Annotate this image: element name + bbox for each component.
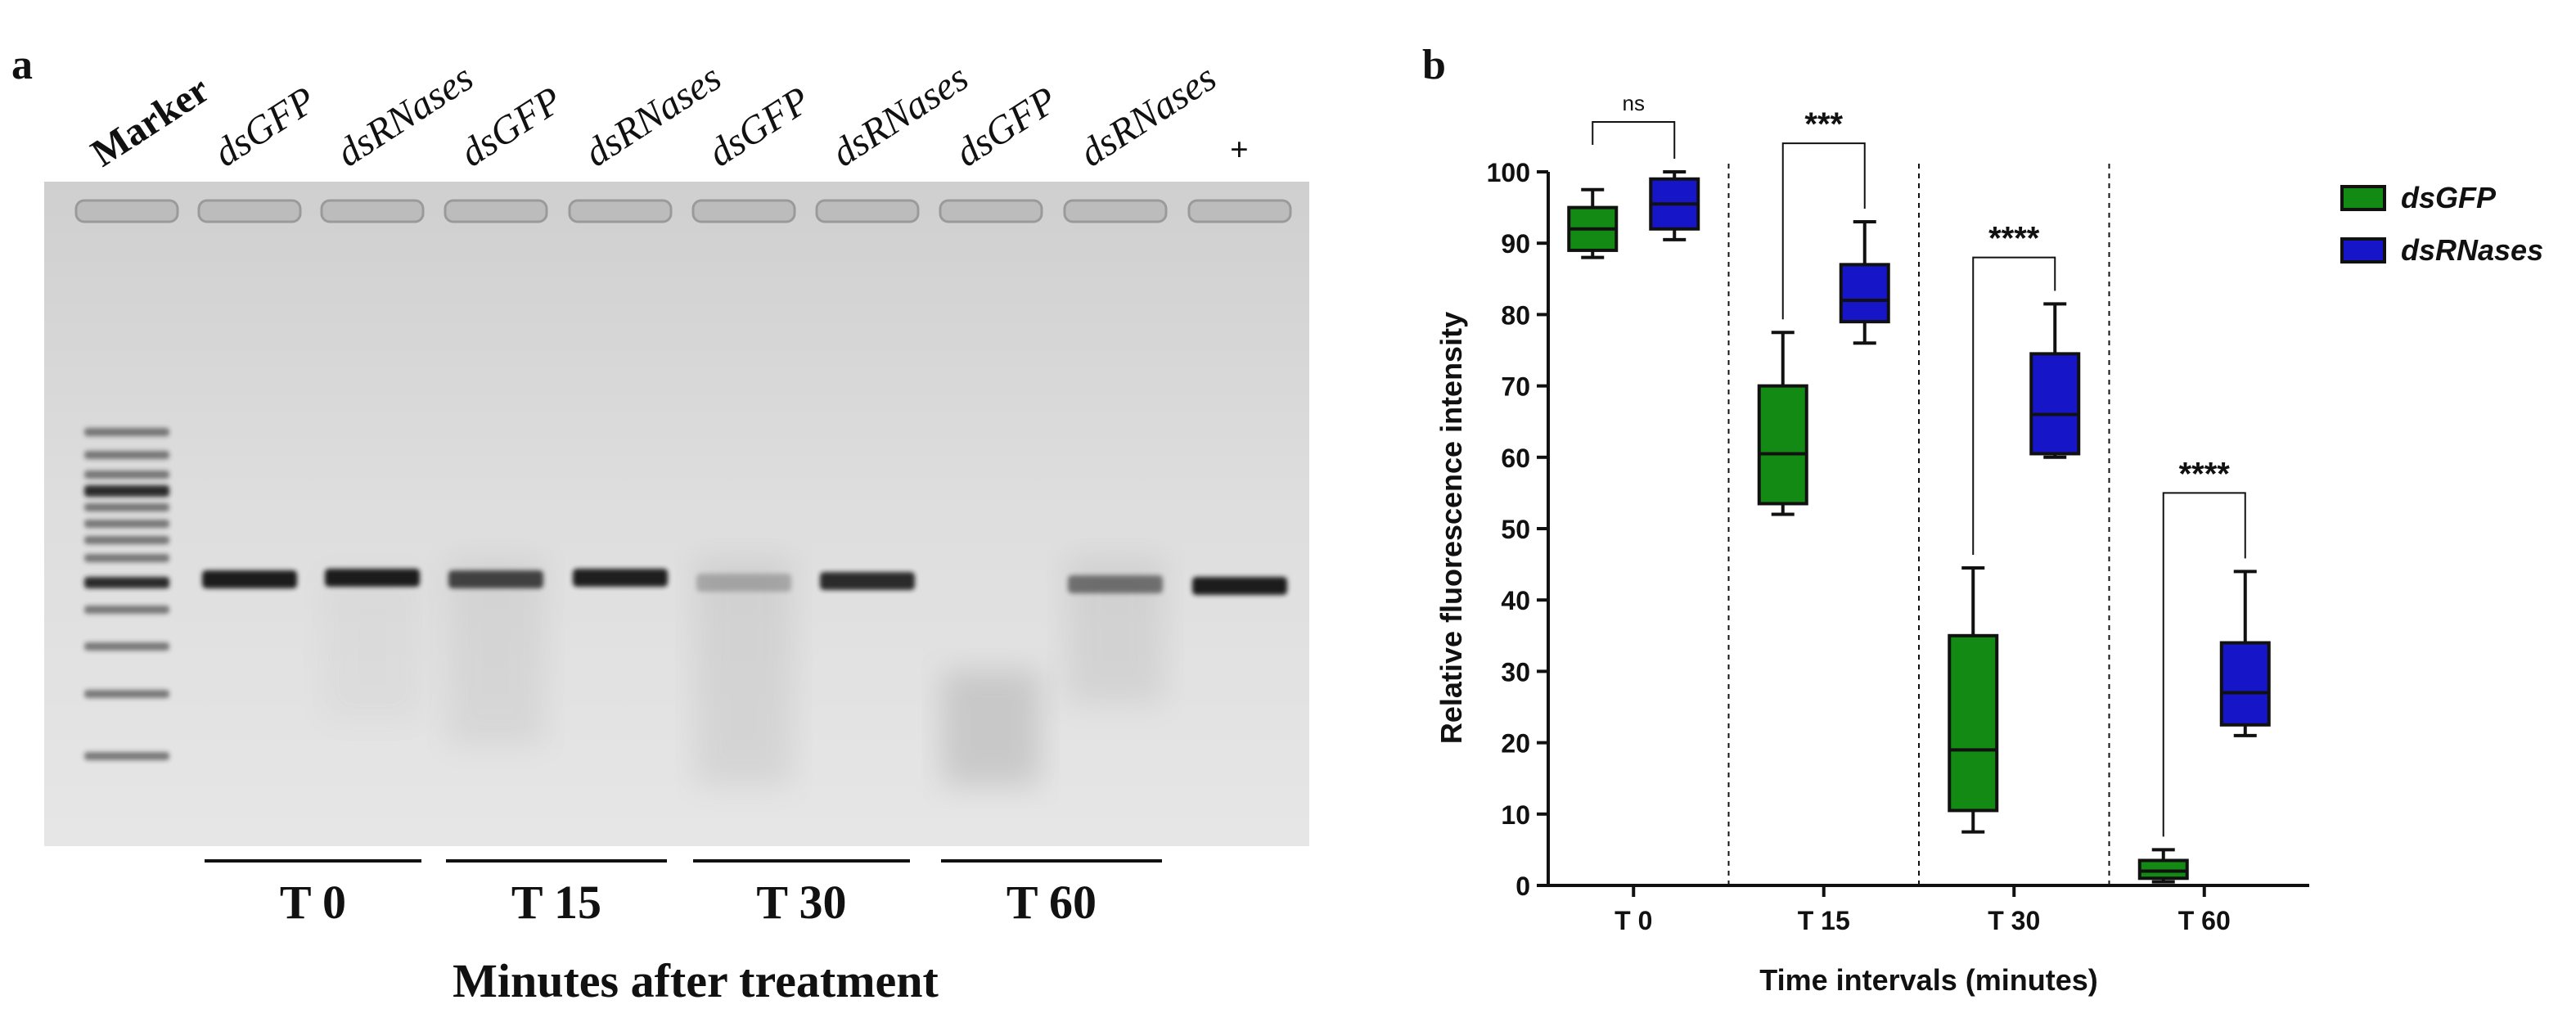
box-dsRNases-3 xyxy=(2219,570,2271,737)
x-axis-label: Time intervals (minutes) xyxy=(1759,963,2097,997)
gel-well xyxy=(939,199,1043,223)
y-tick-label: 10 xyxy=(1501,800,1530,830)
ladder-bands xyxy=(84,428,169,760)
y-tick-label: 0 xyxy=(1515,872,1530,901)
y-tick-label: 80 xyxy=(1501,300,1530,330)
ladder-band xyxy=(84,577,169,588)
sample-band xyxy=(573,569,668,587)
significance-bracket xyxy=(1972,256,2056,555)
box-dsRNases-0 xyxy=(1649,170,1700,241)
box-dsGFP-3 xyxy=(2137,848,2189,884)
time-group-label: T 15 xyxy=(511,876,601,929)
gel-well xyxy=(1187,199,1292,223)
y-tick-label: 50 xyxy=(1501,515,1530,544)
plot-axes xyxy=(1547,172,2309,887)
ladder-band xyxy=(84,554,169,562)
box-body xyxy=(1948,633,1999,813)
y-tick-label: 20 xyxy=(1501,729,1530,759)
y-tick-label: 60 xyxy=(1501,444,1530,473)
ladder-band xyxy=(84,485,169,497)
y-axis-label: Relative fluorescence intensity xyxy=(1434,312,1468,744)
y-tick-label: 100 xyxy=(1487,158,1530,187)
ladder-band xyxy=(84,520,169,528)
x-tick-label: T 60 xyxy=(2178,906,2231,935)
legend-swatch xyxy=(2340,237,2386,264)
sample-bands xyxy=(202,569,1287,595)
y-tick-label: 40 xyxy=(1501,586,1530,615)
x-axis-ticks: T 0 T 15 T 30 T 60 xyxy=(1615,885,2231,935)
x-tick-label: T 15 xyxy=(1798,906,1850,935)
gel-smear xyxy=(942,671,1040,786)
box-dsGFP-0 xyxy=(1567,187,1619,259)
gel-well xyxy=(74,199,179,223)
lane-label: + xyxy=(1230,131,1249,168)
gel-smear xyxy=(323,573,421,720)
significance-label: ns xyxy=(1623,91,1645,115)
box-body xyxy=(1757,384,1808,506)
ladder-band xyxy=(84,642,169,651)
box-marks xyxy=(1567,170,2271,884)
gel-well xyxy=(444,199,548,223)
time-group-labels: T 0 T 15 T 30 T 60 xyxy=(205,859,1162,929)
sample-band xyxy=(696,574,791,592)
legend-label: dsRNases xyxy=(2401,233,2543,267)
ladder-band xyxy=(84,503,169,511)
time-group-label: T 30 xyxy=(756,876,846,929)
gel-footer-label: Minutes after treatment xyxy=(453,954,939,1007)
box-body xyxy=(1839,263,1890,324)
significance-bracket xyxy=(1592,120,1676,159)
gel-well xyxy=(197,199,302,223)
panel-b-letter: b xyxy=(1422,42,1446,88)
box-body xyxy=(2219,641,2271,727)
gel-background xyxy=(44,182,1309,846)
ladder-band xyxy=(84,428,169,436)
y-tick-label: 30 xyxy=(1501,657,1530,687)
box-dsGFP-2 xyxy=(1948,565,1999,834)
box-body xyxy=(2029,352,2081,456)
time-group-label: T 0 xyxy=(280,876,346,929)
gel-well xyxy=(568,199,673,223)
gel-well xyxy=(815,199,920,223)
panel-a-letter: a xyxy=(11,42,33,88)
ladder-band xyxy=(84,606,169,614)
gel-wells xyxy=(74,199,1292,223)
box-dsRNases-1 xyxy=(1839,220,1890,345)
y-tick-label: 90 xyxy=(1501,229,1530,259)
ladder-band xyxy=(84,471,169,479)
significance-bracket xyxy=(1781,142,1866,320)
y-axis-ticks: 0 10 20 30 40 50 60 70 80 90 100 xyxy=(1487,158,1548,901)
gel-well xyxy=(320,199,425,223)
x-tick-label: T 30 xyxy=(1988,906,2040,935)
legend-swatch xyxy=(2340,185,2386,211)
sample-band xyxy=(820,572,915,590)
significance-label: *** xyxy=(1804,106,1843,142)
ladder-band xyxy=(84,690,169,698)
sample-band xyxy=(448,570,543,588)
sample-band xyxy=(202,570,297,588)
time-group-label: T 60 xyxy=(1007,876,1097,929)
significance-bracket xyxy=(2162,492,2246,837)
significance-brackets: ns*********** xyxy=(1592,91,2246,837)
sample-band xyxy=(325,569,420,587)
ladder-band xyxy=(84,451,169,459)
significance-label: **** xyxy=(1988,221,2040,257)
sample-band xyxy=(1192,577,1287,595)
ladder-band xyxy=(84,536,169,544)
box-dsGFP-1 xyxy=(1757,331,1808,516)
gel-well xyxy=(691,199,796,223)
box-body xyxy=(2137,858,2189,881)
legend: dsGFP dsRNases xyxy=(2340,181,2543,267)
ladder-band xyxy=(84,752,169,760)
y-tick-label: 70 xyxy=(1501,372,1530,402)
box-dsRNases-2 xyxy=(2029,302,2081,459)
gel-well xyxy=(1063,199,1168,223)
x-tick-label: T 0 xyxy=(1615,906,1652,935)
separator-lines xyxy=(1727,164,2110,885)
gel-smear xyxy=(695,556,793,786)
legend-label: dsGFP xyxy=(2401,181,2497,214)
sample-band xyxy=(1068,575,1163,593)
significance-label: **** xyxy=(2179,456,2231,492)
